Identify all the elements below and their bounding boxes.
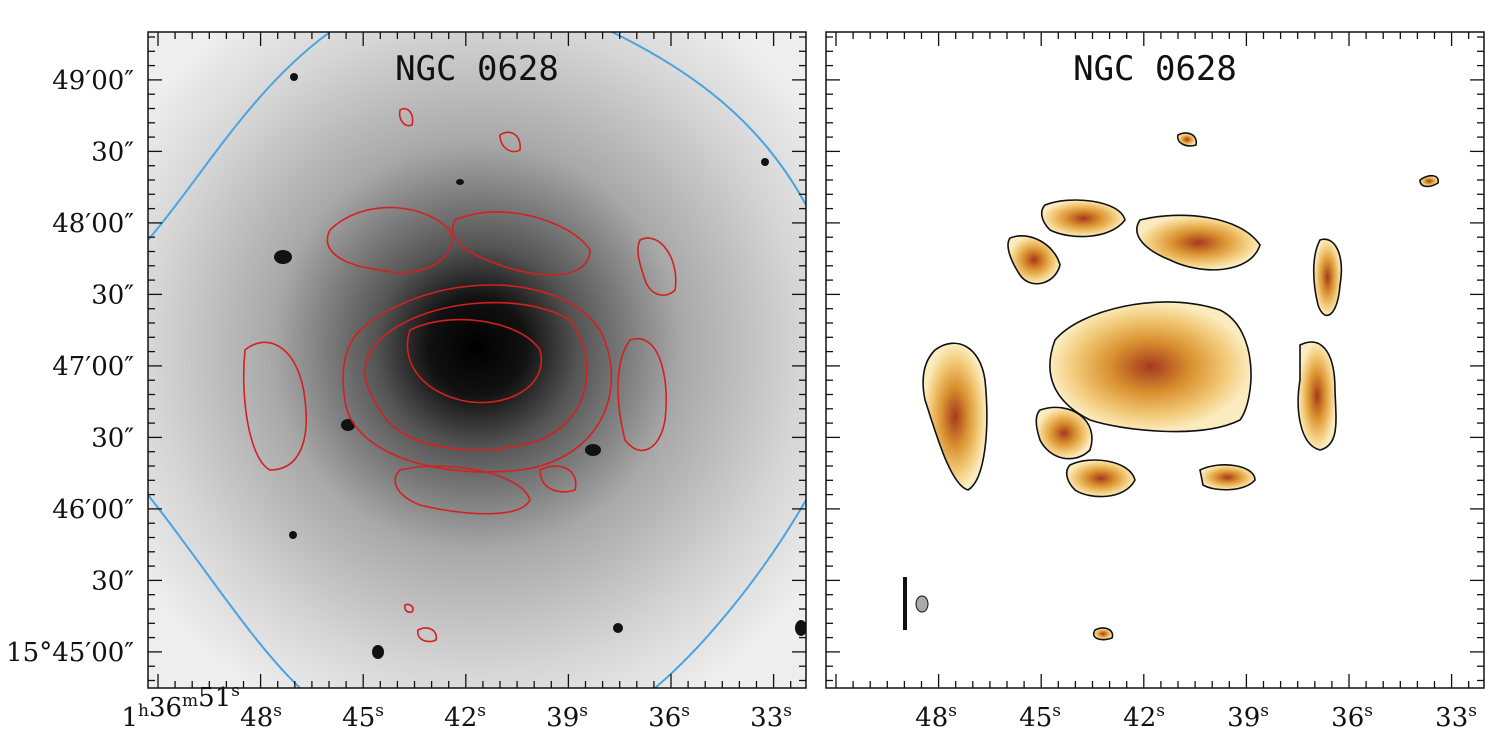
label-unit: s	[948, 701, 957, 721]
label-number: 33	[750, 703, 783, 733]
label-unit: m	[182, 691, 198, 711]
label-number: 48	[240, 703, 273, 733]
y-tick-label: 30″	[91, 424, 134, 454]
label-number: 39	[1227, 703, 1260, 733]
label-number: 36	[149, 693, 182, 723]
y-tick-label: 48′00″	[52, 209, 134, 239]
y-tick-label: 30″	[91, 567, 134, 597]
label-unit: s	[375, 701, 384, 721]
x-tick-label: 36s	[648, 701, 690, 733]
x-tick-label: 39s	[546, 701, 588, 733]
y-tick-label: 49′00″	[52, 66, 134, 96]
label-number: 45	[1019, 703, 1052, 733]
label-number: 36	[1331, 703, 1364, 733]
label-number: 36	[648, 703, 681, 733]
y-tick-label: 30″	[91, 138, 134, 168]
x-tick-label: 45s	[1019, 701, 1061, 733]
x-tick-label: 42s	[444, 701, 486, 733]
label-unit: s	[1052, 701, 1061, 721]
x-tick-label: 39s	[1227, 701, 1269, 733]
x-tick-label: 48s	[915, 701, 957, 733]
label-unit: s	[579, 701, 588, 721]
label-unit: s	[231, 681, 240, 701]
label-number: 42	[444, 703, 477, 733]
x-tick-label: 1h36m51s	[121, 681, 240, 733]
contour-map	[903, 132, 1440, 641]
label-number: 51	[198, 683, 231, 713]
label-number: 45	[342, 703, 375, 733]
label-unit: s	[273, 701, 282, 721]
label-number: 33	[1435, 703, 1468, 733]
panel-title: NGC 0628	[395, 49, 559, 89]
y-tick-label: 30″	[91, 281, 134, 311]
y-tick-label: 47′00″	[52, 352, 134, 382]
label-number: 42	[1123, 703, 1156, 733]
x-tick-label: 45s	[342, 701, 384, 733]
label-unit: s	[681, 701, 690, 721]
label-unit: s	[1364, 701, 1373, 721]
y-tick-label: 46′00″	[52, 495, 134, 525]
frames	[147, 31, 1485, 689]
label-unit: s	[1260, 701, 1269, 721]
label-number: 39	[546, 703, 579, 733]
label-number: 48	[915, 703, 948, 733]
x-tick-label: 33s	[750, 701, 792, 733]
x-tick-label: 33s	[1435, 701, 1477, 733]
x-tick-label: 36s	[1331, 701, 1373, 733]
label-unit: s	[477, 701, 486, 721]
label-unit: s	[1468, 701, 1477, 721]
optical-image	[148, 32, 806, 688]
label-unit: s	[783, 701, 792, 721]
panel-title: NGC 0628	[1073, 49, 1237, 89]
y-tick-label: 15°45′00″	[6, 638, 134, 668]
x-tick-label: 48s	[240, 701, 282, 733]
label-number: 1	[121, 703, 138, 733]
label-unit: h	[138, 701, 149, 721]
label-unit: s	[1156, 701, 1165, 721]
x-tick-label: 42s	[1123, 701, 1165, 733]
